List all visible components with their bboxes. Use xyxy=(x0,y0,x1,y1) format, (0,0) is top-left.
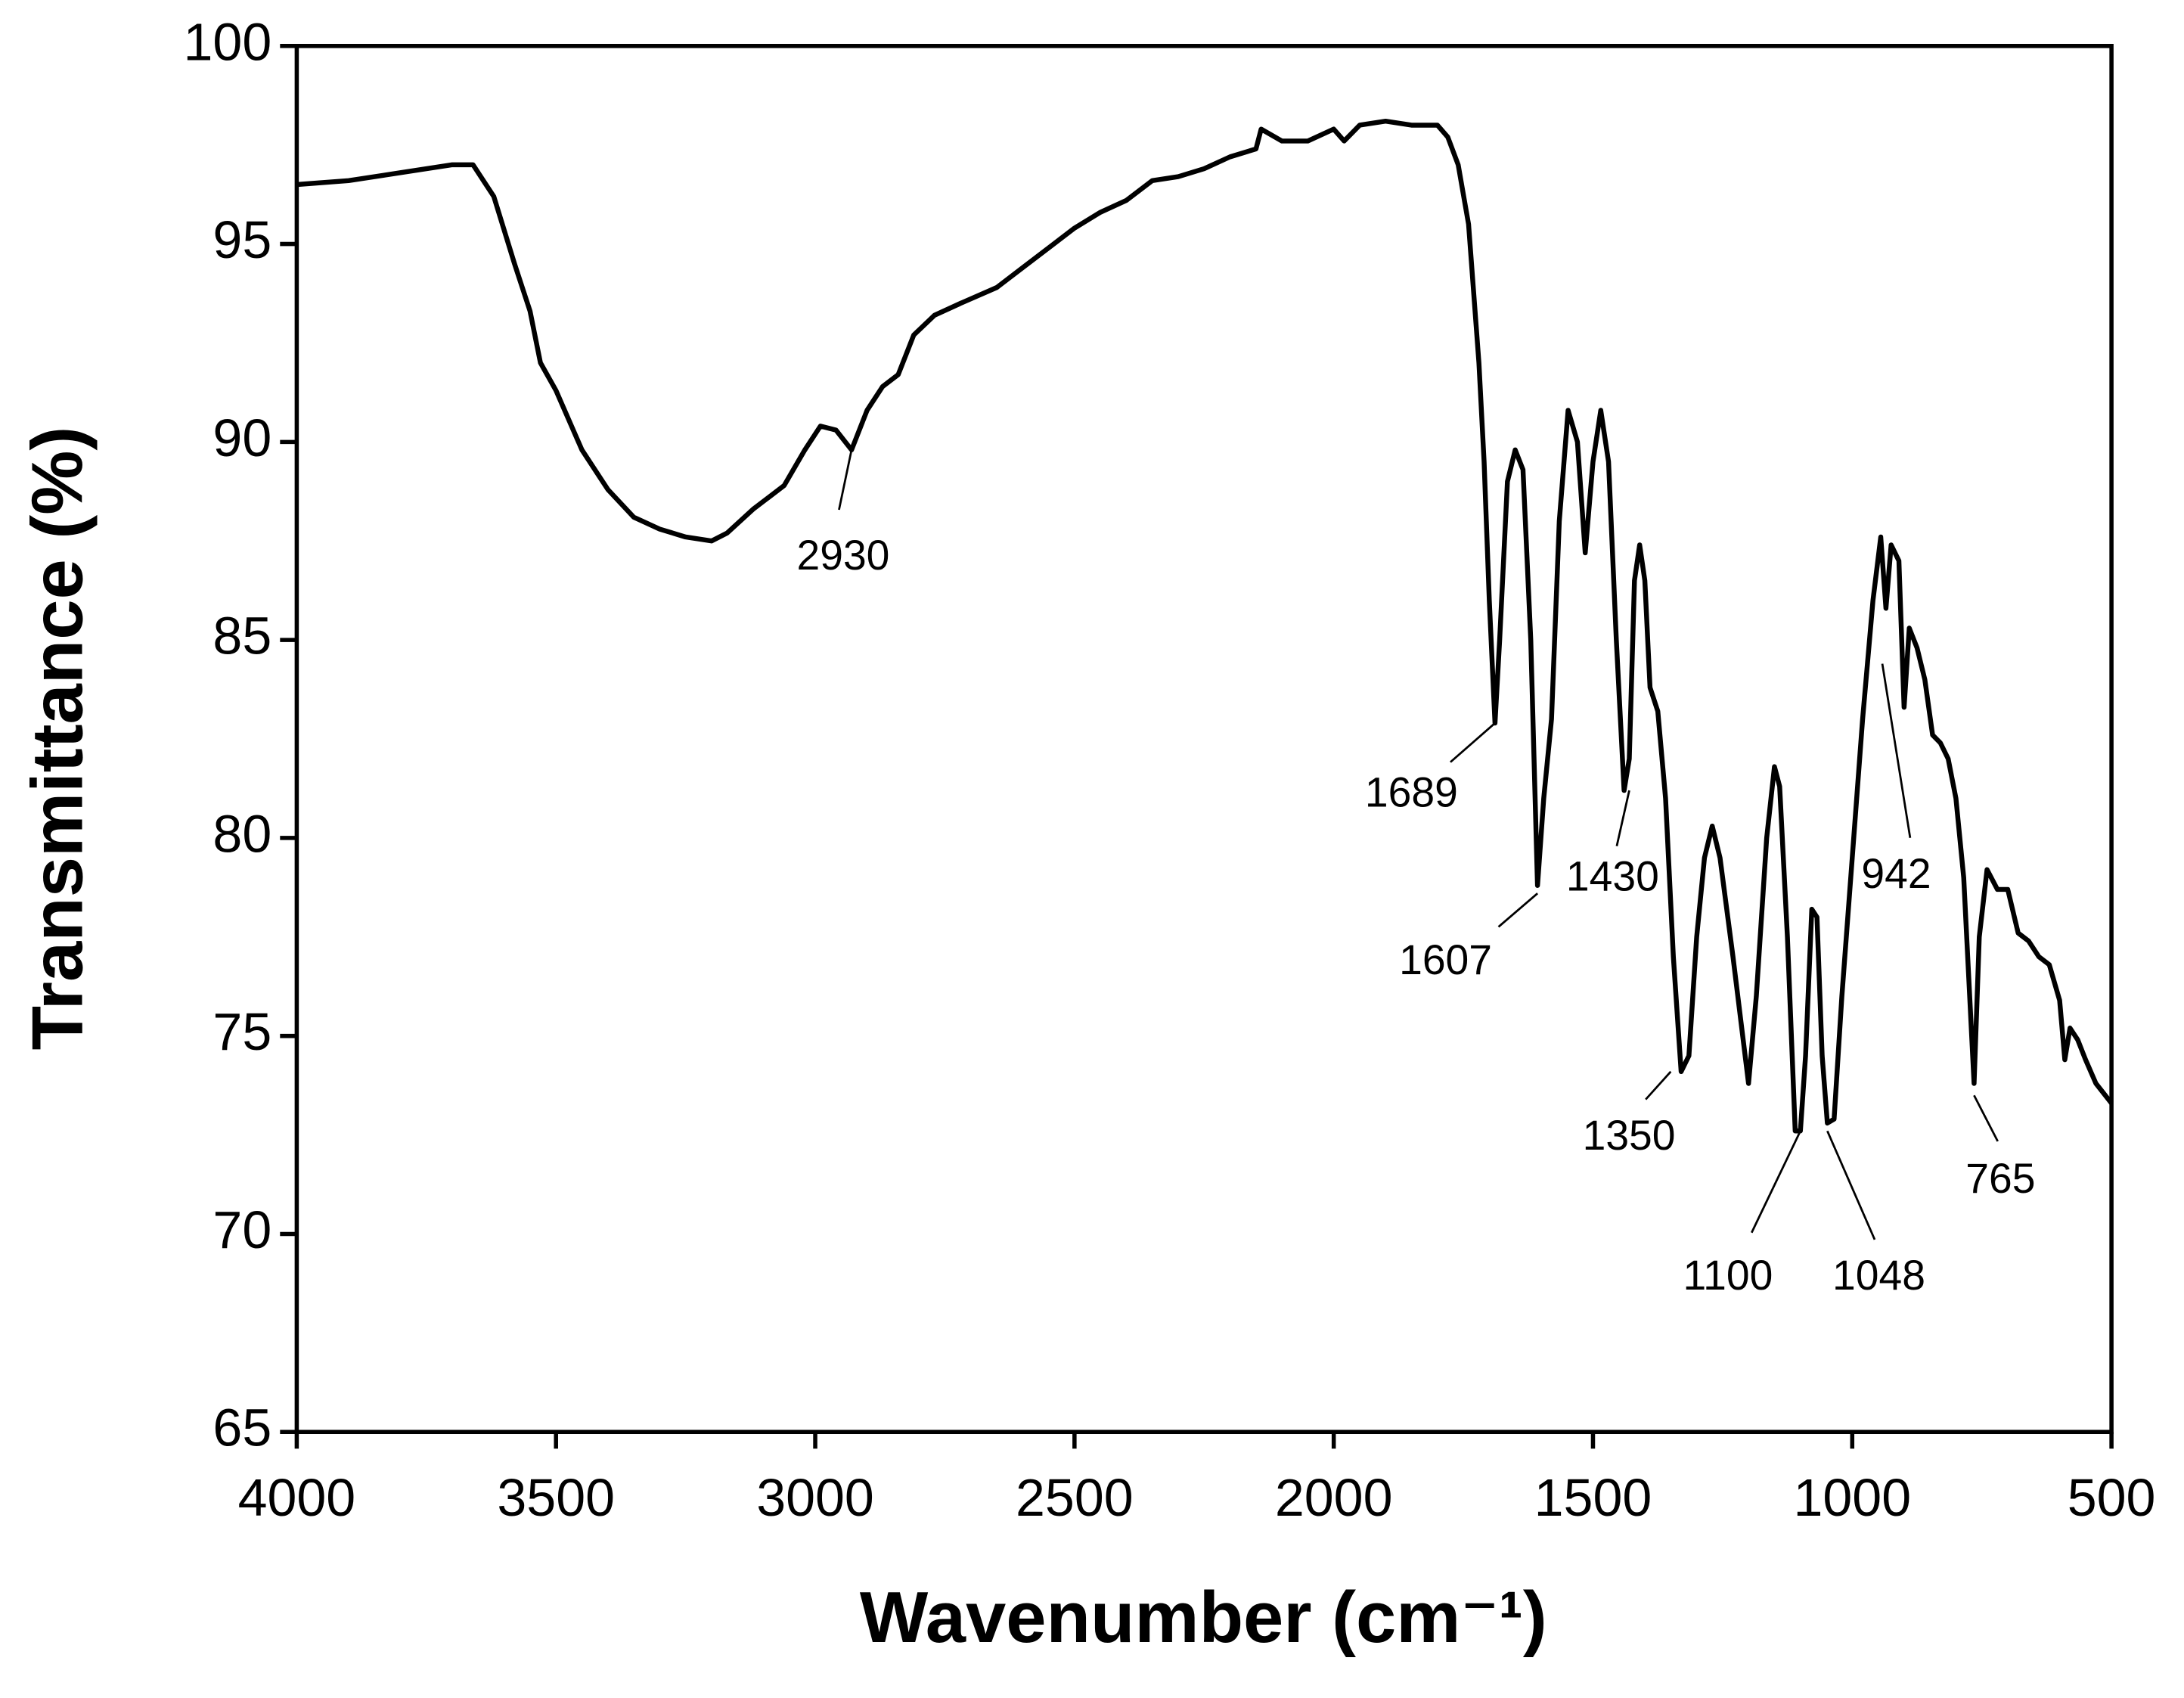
annotation-label: 1689 xyxy=(1365,768,1458,815)
x-tick-label: 2000 xyxy=(1275,1468,1393,1527)
x-axis-title: Wavenumber (cm⁻¹) xyxy=(860,1577,1547,1658)
y-tick-label: 75 xyxy=(213,1002,271,1061)
annotation-label: 1607 xyxy=(1399,936,1492,983)
x-tick-label: 4000 xyxy=(238,1468,356,1527)
y-tick-label: 100 xyxy=(184,12,272,71)
spectrum-line xyxy=(296,119,2114,1134)
annotation-label: 1100 xyxy=(1683,1252,1773,1299)
y-tick-label: 90 xyxy=(213,408,271,467)
x-tick-label: 500 xyxy=(2068,1468,2156,1527)
x-tick-label: 2500 xyxy=(1016,1468,1134,1527)
y-tick-label: 70 xyxy=(213,1200,271,1259)
y-tick-label: 65 xyxy=(213,1398,271,1457)
annotation-leader xyxy=(1497,892,1539,928)
y-tick-label: 80 xyxy=(213,804,271,863)
annotation-label: 1350 xyxy=(1583,1112,1676,1159)
x-tick-label: 1500 xyxy=(1534,1468,1652,1527)
annotation-leader xyxy=(1973,1094,1999,1142)
y-tick-label: 85 xyxy=(213,607,271,666)
annotation-leader xyxy=(1881,663,1912,838)
y-axis-title: Transmittance (%) xyxy=(17,427,98,1051)
annotation-label: 765 xyxy=(1965,1155,2035,1202)
annotation-label: 1048 xyxy=(1832,1252,1925,1299)
annotation-leader xyxy=(1450,722,1496,763)
plot-frame xyxy=(294,44,2114,1435)
y-tick-label: 95 xyxy=(213,210,271,269)
annotation-label: 2930 xyxy=(797,532,890,579)
annotation-leader xyxy=(1645,1070,1672,1100)
annotation-leader xyxy=(838,449,853,511)
annotation-label: 942 xyxy=(1861,850,1931,897)
annotation-leader xyxy=(1751,1130,1801,1234)
x-tick-label: 3500 xyxy=(497,1468,615,1527)
annotation-leader xyxy=(1615,790,1630,847)
annotation-label: 1430 xyxy=(1566,853,1659,900)
x-tick-label: 3000 xyxy=(756,1468,874,1527)
annotation-leader xyxy=(1826,1130,1876,1240)
x-tick-label: 1000 xyxy=(1793,1468,1911,1527)
